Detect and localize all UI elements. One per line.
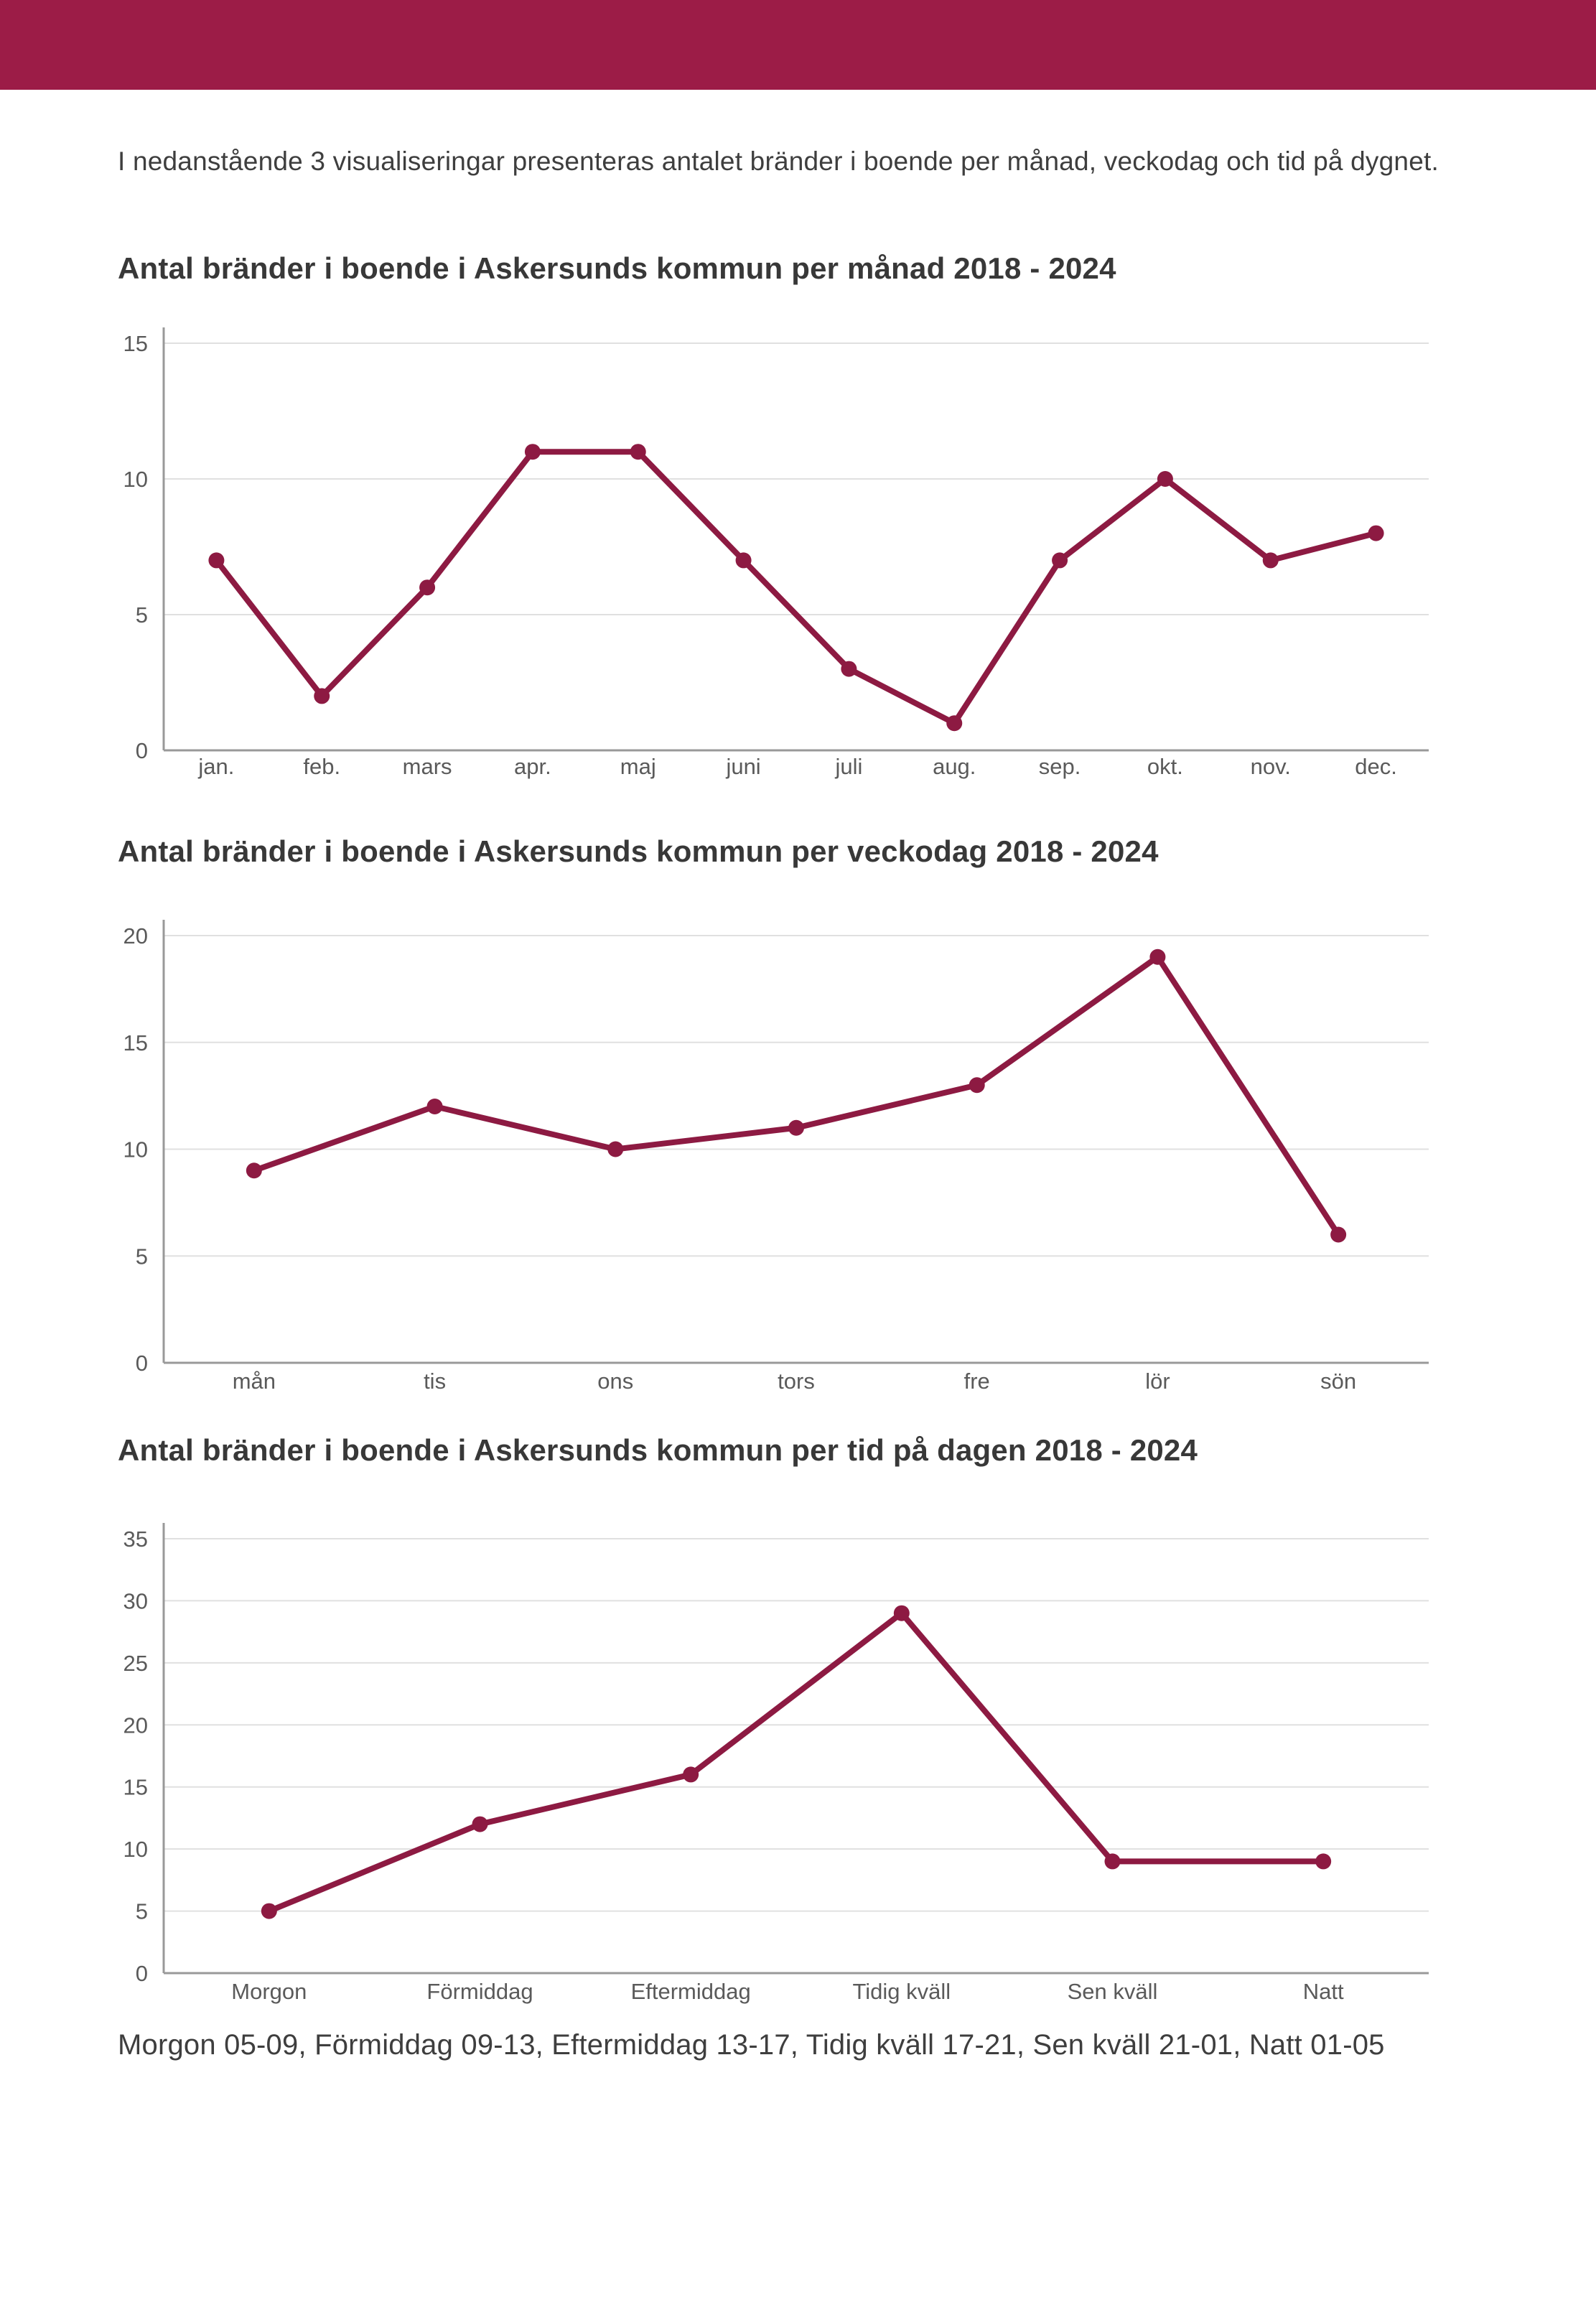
svg-text:tis: tis: [424, 1369, 446, 1394]
svg-text:35: 35: [123, 1527, 148, 1552]
svg-text:0: 0: [136, 1961, 148, 1986]
svg-text:5: 5: [136, 1899, 148, 1924]
svg-text:apr.: apr.: [514, 754, 551, 779]
svg-text:0: 0: [136, 738, 148, 763]
svg-text:10: 10: [123, 467, 148, 492]
svg-text:Förmiddag: Förmiddag: [426, 1979, 533, 2004]
svg-text:30: 30: [123, 1588, 148, 1613]
svg-text:sep.: sep.: [1039, 754, 1081, 779]
monthly-chart-title: Antal bränder i boende i Askersunds komm…: [118, 251, 1116, 285]
svg-text:10: 10: [123, 1837, 148, 1862]
svg-text:dec.: dec.: [1355, 754, 1397, 779]
svg-text:tors: tors: [778, 1369, 815, 1394]
svg-text:juni: juni: [725, 754, 760, 779]
svg-text:sön: sön: [1320, 1369, 1356, 1394]
svg-text:15: 15: [123, 1030, 148, 1055]
svg-text:mån: mån: [233, 1369, 276, 1394]
top-banner: [0, 0, 1596, 90]
svg-text:aug.: aug.: [933, 754, 976, 779]
svg-text:Natt: Natt: [1303, 1979, 1344, 2004]
weekday-chart-title: Antal bränder i boende i Askersunds komm…: [118, 834, 1159, 868]
svg-text:0: 0: [136, 1351, 148, 1376]
monthly-chart: 0 5 10 15 jan. feb. mars apr. maj juni juli aug. sep…: [123, 327, 1429, 779]
svg-text:mars: mars: [403, 754, 452, 779]
svg-text:fre: fre: [964, 1369, 990, 1394]
svg-text:15: 15: [123, 331, 148, 356]
svg-text:ons: ons: [597, 1369, 633, 1394]
svg-text:5: 5: [136, 602, 148, 628]
intro-text: I nedanstående 3 visualiseringar present…: [118, 146, 1439, 176]
weekday-chart: 0 5 10 15 20 mån tis ons tors fre lör sön: [123, 920, 1429, 1394]
svg-text:lör: lör: [1145, 1369, 1170, 1394]
time-of-day-chart: 0 5 10 15 20 25 30 35 Morgon Förmiddag Eftermiddag…: [123, 1523, 1429, 2004]
svg-text:15: 15: [123, 1775, 148, 1800]
svg-text:20: 20: [123, 1712, 148, 1738]
svg-text:maj: maj: [620, 754, 656, 779]
svg-text:okt.: okt.: [1147, 754, 1183, 779]
svg-text:5: 5: [136, 1244, 148, 1269]
time-ranges-legend: Morgon 05-09, Förmiddag 09-13, Eftermidd…: [118, 2029, 1385, 2061]
svg-text:20: 20: [123, 923, 148, 949]
svg-text:jan.: jan.: [197, 754, 234, 779]
svg-text:25: 25: [123, 1651, 148, 1676]
svg-text:Tidig kväll: Tidig kväll: [852, 1979, 951, 2004]
svg-text:Morgon: Morgon: [231, 1979, 307, 2004]
svg-text:Sen kväll: Sen kväll: [1068, 1979, 1158, 2004]
svg-text:feb.: feb.: [303, 754, 340, 779]
svg-text:juli: juli: [834, 754, 862, 779]
svg-text:10: 10: [123, 1137, 148, 1162]
time-of-day-chart-title: Antal bränder i boende i Askersunds komm…: [118, 1433, 1198, 1467]
svg-text:Eftermiddag: Eftermiddag: [631, 1979, 751, 2004]
svg-text:nov.: nov.: [1251, 754, 1291, 779]
